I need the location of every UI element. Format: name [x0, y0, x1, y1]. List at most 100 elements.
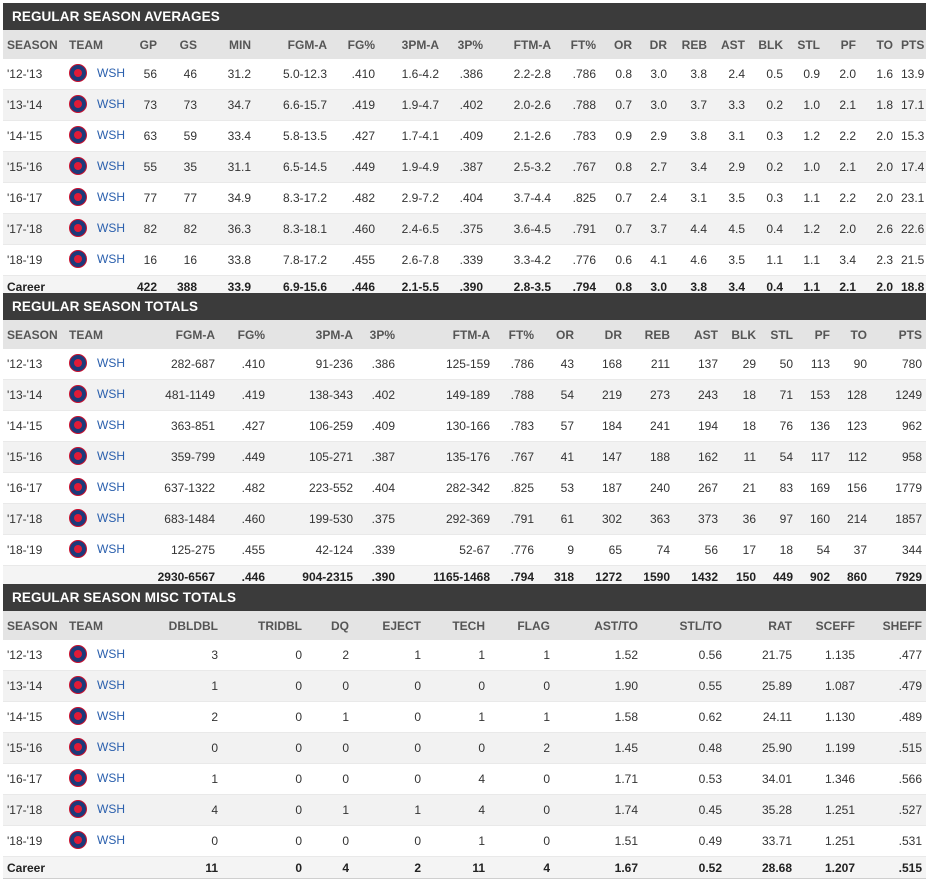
- stat-cell: .460: [331, 213, 379, 245]
- wizards-logo-icon[interactable]: [69, 737, 87, 756]
- team-link[interactable]: WSH: [97, 158, 125, 173]
- career-stat: .446: [331, 275, 379, 298]
- wizards-logo-icon[interactable]: [69, 249, 87, 268]
- stat-cell: 1: [489, 640, 554, 671]
- stat-cell: 187: [578, 472, 626, 504]
- team-link[interactable]: WSH: [97, 541, 125, 556]
- career-label: Career: [3, 856, 65, 879]
- wizards-logo-icon[interactable]: [69, 125, 87, 144]
- wizards-logo-icon[interactable]: [69, 384, 87, 403]
- career-stat: 0.4: [749, 275, 787, 298]
- stat-cell: 90: [834, 349, 871, 380]
- stat-cell: 63: [131, 120, 161, 152]
- stat-cell: 83: [760, 472, 797, 504]
- team-link[interactable]: WSH: [97, 251, 125, 266]
- wizards-logo-icon[interactable]: [69, 799, 87, 818]
- stat-cell: .410: [219, 349, 269, 380]
- column-header: 3PM-A: [379, 30, 443, 59]
- stat-cell: 91-236: [269, 349, 357, 380]
- team-link[interactable]: WSH: [97, 448, 125, 463]
- stat-cell: 9: [538, 534, 578, 566]
- stat-cell: 18: [722, 379, 760, 411]
- wizards-logo-icon[interactable]: [69, 706, 87, 725]
- stat-cell: 4.4: [671, 213, 711, 245]
- column-header: PTS: [897, 30, 926, 59]
- column-header: FT%: [494, 320, 538, 349]
- career-stat: 1.207: [796, 856, 859, 879]
- stat-cell: 481-1149: [131, 379, 219, 411]
- stat-cell: .527: [859, 794, 926, 826]
- stat-cell: 21.5: [897, 244, 926, 276]
- team-link[interactable]: WSH: [97, 832, 125, 847]
- column-header: REB: [671, 30, 711, 59]
- team-link[interactable]: WSH: [97, 739, 125, 754]
- career-stat: 2: [353, 856, 425, 879]
- team-cell: WSH: [65, 503, 131, 535]
- stat-cell: 2.2: [824, 182, 860, 214]
- team-link[interactable]: WSH: [97, 96, 125, 111]
- team-link[interactable]: WSH: [97, 708, 125, 723]
- team-link[interactable]: WSH: [97, 479, 125, 494]
- wizards-logo-icon[interactable]: [69, 63, 87, 82]
- stat-cell: 363: [626, 503, 674, 535]
- wizards-logo-icon[interactable]: [69, 830, 87, 849]
- team-link[interactable]: WSH: [97, 770, 125, 785]
- team-cell: WSH: [65, 213, 131, 245]
- team-link[interactable]: WSH: [97, 417, 125, 432]
- wizards-logo-icon[interactable]: [69, 156, 87, 175]
- wizards-logo-icon[interactable]: [69, 415, 87, 434]
- stat-cell: .477: [859, 640, 926, 671]
- stat-cell: 267: [674, 472, 722, 504]
- stat-cell: 3.3: [711, 89, 749, 121]
- wizards-logo-icon[interactable]: [69, 353, 87, 372]
- stat-cell: 3.0: [636, 59, 671, 90]
- wizards-logo-icon[interactable]: [69, 768, 87, 787]
- stat-cell: .489: [859, 701, 926, 733]
- wizards-logo-icon[interactable]: [69, 539, 87, 558]
- column-header: EJECT: [353, 611, 425, 640]
- season-cell: '12-'13: [3, 640, 65, 671]
- wizards-logo-icon[interactable]: [69, 477, 87, 496]
- stat-cell: 162: [674, 441, 722, 473]
- column-header: FG%: [219, 320, 269, 349]
- wizards-logo-icon[interactable]: [69, 446, 87, 465]
- wizards-logo-icon[interactable]: [69, 675, 87, 694]
- team-link[interactable]: WSH: [97, 386, 125, 401]
- stat-cell: .776: [555, 244, 600, 276]
- stat-cell: 136: [797, 410, 834, 442]
- stat-cell: 0: [425, 670, 489, 702]
- stat-cell: 169: [797, 472, 834, 504]
- team-link[interactable]: WSH: [97, 355, 125, 370]
- stat-cell: 34.7: [201, 89, 255, 121]
- table-row: '17-'18 WSH 82 82 36.3 8.3-18.1.460 2.4-6.5.37…: [3, 213, 926, 245]
- wizards-logo-icon[interactable]: [69, 187, 87, 206]
- wizards-logo-icon[interactable]: [69, 94, 87, 113]
- team-cell: WSH: [65, 89, 131, 121]
- wizards-logo-icon[interactable]: [69, 508, 87, 527]
- stat-cell: 2.0: [860, 151, 897, 183]
- column-header: 3P%: [443, 30, 487, 59]
- stat-cell: .387: [443, 151, 487, 183]
- team-link[interactable]: WSH: [97, 127, 125, 142]
- team-cell: WSH: [65, 640, 131, 671]
- team-link[interactable]: WSH: [97, 677, 125, 692]
- stat-cell: 1: [306, 794, 353, 826]
- team-link[interactable]: WSH: [97, 510, 125, 525]
- stat-cell: 0: [306, 825, 353, 857]
- stat-cell: 147: [578, 441, 626, 473]
- stat-cell: 0.3: [749, 182, 787, 214]
- team-link[interactable]: WSH: [97, 220, 125, 235]
- career-stat: 33.9: [201, 275, 255, 298]
- team-link[interactable]: WSH: [97, 65, 125, 80]
- wizards-logo-icon[interactable]: [69, 644, 87, 663]
- team-link[interactable]: WSH: [97, 801, 125, 816]
- team-link[interactable]: WSH: [97, 646, 125, 661]
- season-cell: '17-'18: [3, 213, 65, 245]
- stat-cell: 1.58: [554, 701, 642, 733]
- stat-cell: 962: [871, 410, 926, 442]
- stat-cell: 1.0: [787, 89, 824, 121]
- stat-cell: 302: [578, 503, 626, 535]
- wizards-logo-icon[interactable]: [69, 218, 87, 237]
- stat-cell: 11: [722, 441, 760, 473]
- team-link[interactable]: WSH: [97, 189, 125, 204]
